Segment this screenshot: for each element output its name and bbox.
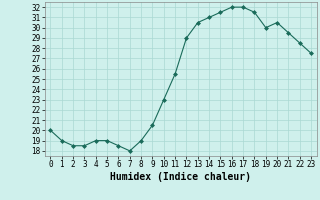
X-axis label: Humidex (Indice chaleur): Humidex (Indice chaleur) bbox=[110, 172, 251, 182]
